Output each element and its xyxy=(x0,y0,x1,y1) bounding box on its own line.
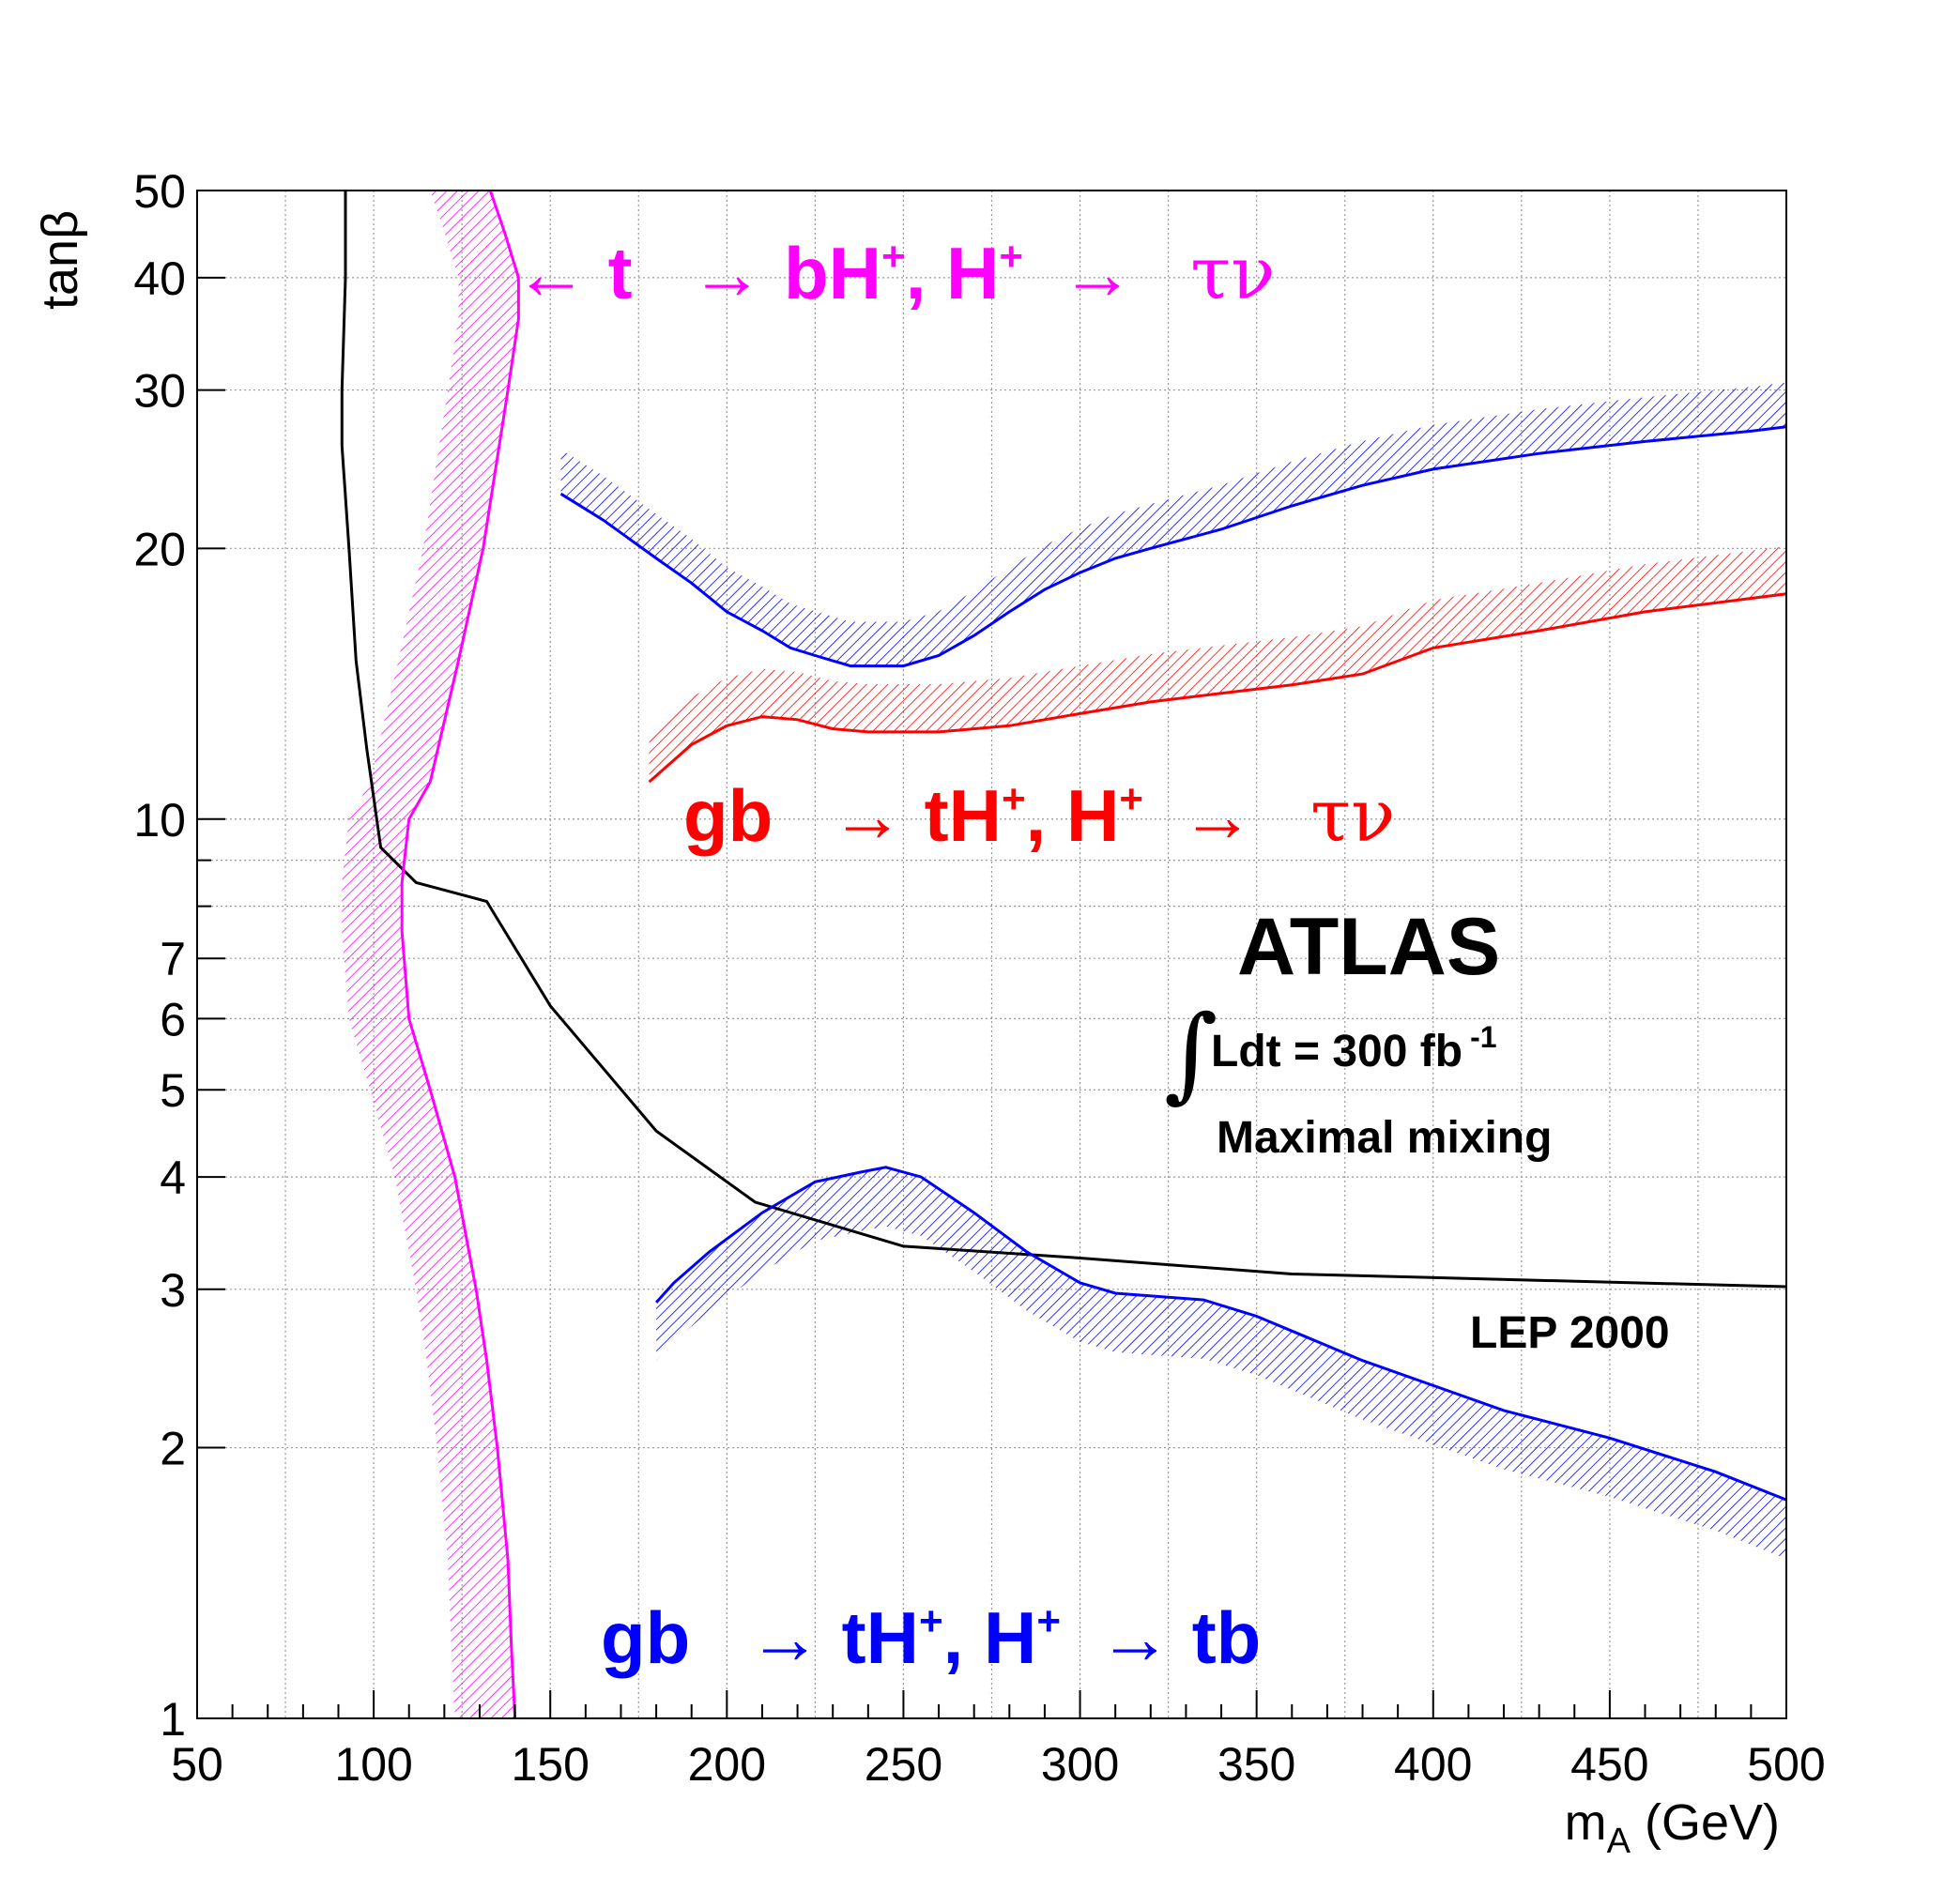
x-tick-label: 50 xyxy=(171,1738,223,1791)
annotation-magenta: ← t → bH+, H+ → τν xyxy=(514,232,1276,316)
y-tick-label: 6 xyxy=(160,993,186,1045)
y-tick-label: 5 xyxy=(160,1064,186,1117)
y-tick-label: 2 xyxy=(160,1423,186,1475)
y-tick-label: 30 xyxy=(133,365,186,418)
x-tick-label: 300 xyxy=(1041,1738,1119,1791)
y-tick-label: 1 xyxy=(160,1693,186,1746)
x-tick-label: 400 xyxy=(1394,1738,1472,1791)
series-lines xyxy=(340,191,1786,1718)
x-tick-label: 350 xyxy=(1217,1738,1295,1791)
tick-labels: 50 100 150 200 250 300 350 400 450 500 1 2 3 4 5 6 7 10 20… xyxy=(133,165,1825,1791)
hatched-bands xyxy=(342,191,1786,1718)
annotation-red: gb → tH+, H+ → τν xyxy=(683,774,1396,859)
x-tick-label: 450 xyxy=(1570,1738,1648,1791)
mixing-label: Maximal mixing xyxy=(1217,1113,1552,1163)
hatched-band xyxy=(342,191,519,1718)
y-tick-label: 10 xyxy=(133,794,186,847)
atlas-label: ATLAS xyxy=(1237,902,1500,992)
x-axis-label: mA (GeV) xyxy=(1565,1794,1780,1861)
x-tick-label: 500 xyxy=(1747,1738,1825,1791)
axis-ticks xyxy=(196,190,1787,1719)
plot-frame xyxy=(196,190,1787,1719)
hatched-band xyxy=(656,1167,1786,1559)
y-tick-label: 20 xyxy=(133,523,186,575)
annotation-blue: gb → tH+, H+ → tb xyxy=(601,1596,1261,1679)
y-tick-label: 4 xyxy=(160,1152,186,1204)
lep-label: LEP 2000 xyxy=(1470,1308,1670,1358)
series-line xyxy=(654,1166,1786,1502)
y-tick-label: 3 xyxy=(160,1264,186,1317)
y-tick-label: 50 xyxy=(133,165,186,218)
integral-sign: ∫ xyxy=(1164,993,1217,1113)
hatched-band xyxy=(649,545,1786,783)
x-tick-label: 150 xyxy=(512,1738,590,1791)
luminosity-label: Ldt = 300 fb -1 xyxy=(1211,1020,1497,1076)
series-line xyxy=(648,592,1786,784)
series-line xyxy=(400,191,520,1718)
x-tick-label: 250 xyxy=(865,1738,942,1791)
series-line xyxy=(559,425,1786,668)
series-line xyxy=(340,191,1786,1289)
y-tick-label: 40 xyxy=(133,252,186,305)
y-tick-label: 7 xyxy=(160,933,186,985)
y-axis-label: tanβ xyxy=(32,210,88,310)
x-tick-label: 100 xyxy=(334,1738,412,1791)
x-tick-label: 200 xyxy=(688,1738,766,1791)
hatched-band xyxy=(560,382,1786,666)
